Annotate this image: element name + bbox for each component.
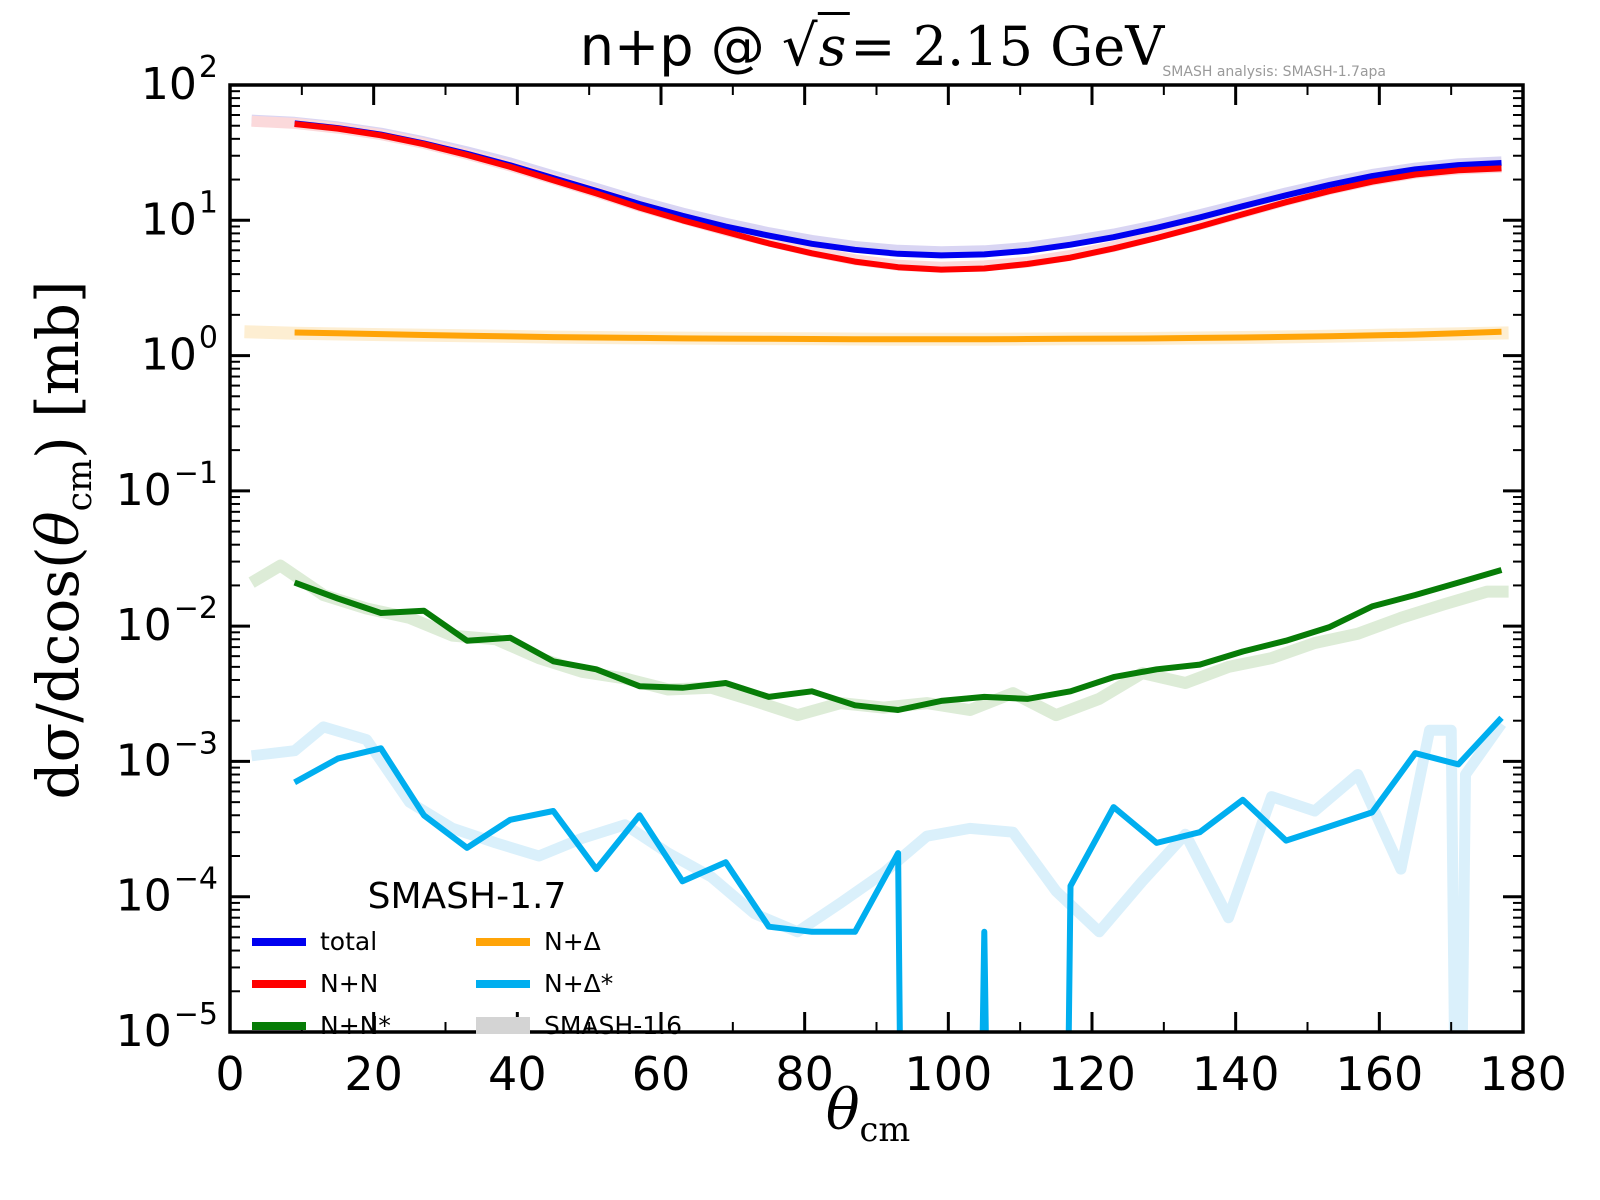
legend-item-total: total (252, 927, 450, 956)
series-n-delta-smash-1-6 (250, 720, 1506, 1032)
x-tick-label: 140 (1192, 1047, 1280, 1101)
y-tick-label: 10−2 (116, 591, 218, 651)
x-tick-label: 80 (775, 1047, 834, 1101)
legend-swatch (476, 979, 530, 988)
watermark-text: SMASH analysis: SMASH-1.7apa (1162, 64, 1386, 80)
legend-item-n-n: N+N (252, 969, 450, 998)
legend: SMASH-1.7 total N+N N+N* N+Δ N+Δ* SMASH-1.6 (252, 876, 682, 1040)
legend-item-n-: N+Δ* (476, 969, 682, 998)
plot-area (244, 114, 1509, 1032)
legend-item-n-n-: N+N* (252, 1011, 450, 1040)
x-tick-label: 100 (904, 1047, 992, 1101)
x-tick-label: 0 (215, 1047, 244, 1101)
sqrt-symbol: √ (781, 14, 818, 79)
legend-swatch (252, 937, 306, 946)
legend-swatch (476, 1017, 530, 1034)
y-tick-label: 10−4 (116, 862, 218, 922)
legend-column: N+Δ N+Δ* SMASH-1.6 (476, 927, 682, 1040)
legend-label: SMASH-1.6 (544, 1011, 682, 1040)
y-axis-label: dσ/dcos(θcm) [mb] (24, 280, 100, 800)
x-tick-label: 20 (344, 1047, 403, 1101)
legend-title: SMASH-1.7 (367, 876, 567, 917)
legend-item-n-: N+Δ (476, 927, 682, 956)
y-tick-label: 101 (141, 185, 218, 245)
x-tick-label: 180 (1479, 1047, 1567, 1101)
series-n-delta- (293, 715, 1504, 1032)
y-tick-label: 10−5 (116, 997, 218, 1057)
series-n-n- (293, 567, 1503, 713)
legend-label: N+Δ (544, 927, 601, 956)
tick-labels: 0 20 40 60 80 100 120 140 160 180 102 101 100 10−1 10−… (116, 50, 1567, 1101)
legend-swatch (476, 937, 530, 946)
legend-column: total N+N N+N* (252, 927, 450, 1040)
y-tick-label: 10−1 (116, 456, 218, 516)
sqrt-argument: s (817, 12, 851, 78)
y-tick-label: 102 (141, 50, 218, 110)
title-prefix: n+p @ (579, 15, 782, 78)
legend-swatch (252, 1021, 306, 1030)
title-suffix: = 2.15 GeV (850, 15, 1165, 78)
x-tick-label: 60 (632, 1047, 691, 1101)
x-tick-label: 160 (1335, 1047, 1423, 1101)
series-n-n-smash-1-6 (248, 559, 1509, 722)
legend-item-smash-1-6: SMASH-1.6 (476, 1011, 682, 1040)
legend-label: N+N (320, 969, 379, 998)
legend-swatch (252, 979, 306, 988)
legend-label: total (320, 927, 378, 956)
y-tick-label: 10−3 (116, 726, 218, 786)
legend-label: N+N* (320, 1011, 391, 1040)
series-n-n (294, 121, 1502, 273)
series-n-delta (294, 328, 1502, 343)
plot-title: n+p @ √s= 2.15 GeV (579, 12, 1165, 79)
legend-label: N+Δ* (544, 969, 614, 998)
legend-entries: total N+N N+N* N+Δ N+Δ* SMASH-1.6 (252, 927, 682, 1040)
y-tick-label: 100 (141, 321, 218, 381)
axes-frame (228, 83, 1525, 1034)
series-total (294, 120, 1502, 259)
x-tick-label: 40 (488, 1047, 547, 1101)
x-axis-label: θcm (825, 1078, 911, 1150)
x-tick-label: 120 (1048, 1047, 1136, 1101)
